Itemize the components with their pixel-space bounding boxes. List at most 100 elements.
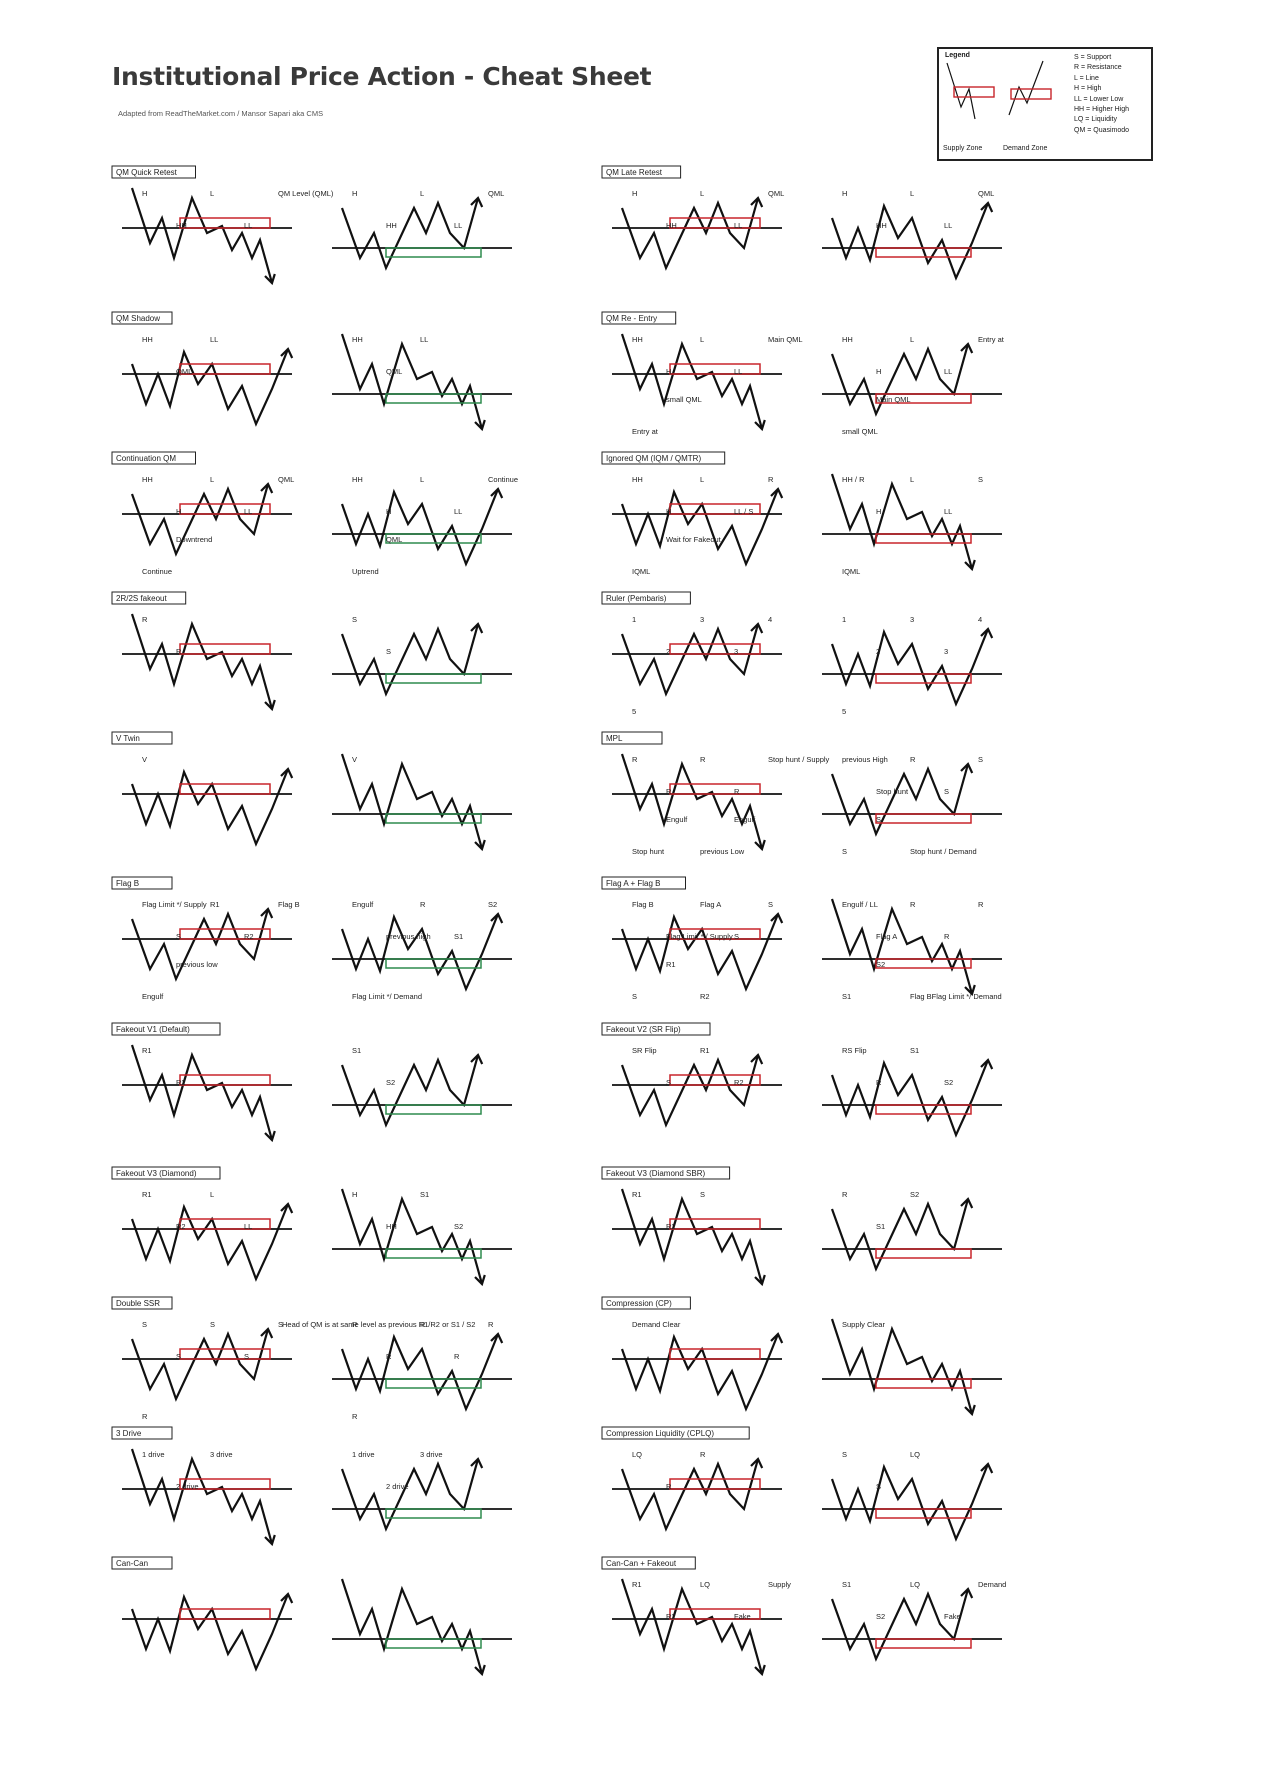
arrow-head bbox=[490, 1332, 504, 1344]
annotation-label: Demand bbox=[978, 1580, 1006, 1589]
arrow-head bbox=[750, 196, 764, 208]
demand-zone bbox=[385, 1378, 482, 1389]
arrow-head bbox=[980, 1462, 994, 1474]
legend-item: H = High bbox=[1074, 85, 1102, 93]
annotation-label: S2 bbox=[488, 900, 497, 909]
arrow-head bbox=[490, 912, 504, 924]
arrow-head bbox=[470, 196, 484, 208]
arrow-head bbox=[754, 419, 766, 432]
demand-zone bbox=[385, 393, 482, 404]
annotation-label: Fake bbox=[734, 1612, 751, 1621]
annotation-label: 2 drive bbox=[176, 1482, 199, 1491]
annotation-label: 5 bbox=[632, 707, 636, 716]
supply-zone bbox=[669, 503, 761, 515]
annotation-label: S2 bbox=[876, 1612, 885, 1621]
legend-title: Legend bbox=[945, 52, 970, 59]
annotation-label: HH bbox=[142, 335, 153, 344]
annotation-label: S bbox=[978, 755, 983, 764]
arrow-head bbox=[280, 1202, 294, 1214]
arrow-head bbox=[754, 839, 766, 852]
section-label: Ruler (Pembaris) bbox=[606, 594, 667, 603]
supply-zone bbox=[669, 1074, 761, 1086]
annotation-label: LL bbox=[244, 507, 252, 516]
arrow-head bbox=[964, 559, 976, 572]
section-label-box bbox=[601, 1426, 750, 1440]
price-path bbox=[340, 753, 484, 850]
annotation-label: previous low bbox=[176, 960, 218, 969]
annotation-label: R bbox=[700, 755, 706, 764]
price-path bbox=[340, 913, 500, 992]
price-path bbox=[130, 768, 290, 847]
price-path bbox=[830, 898, 974, 995]
arrow-head bbox=[960, 1197, 974, 1209]
demand-zone bbox=[385, 958, 482, 969]
arrow-head bbox=[264, 1130, 276, 1143]
supply-zone bbox=[669, 643, 761, 655]
section-label: Flag A + Flag B bbox=[606, 879, 660, 888]
annotation-label: previous high bbox=[386, 932, 431, 941]
annotation-label: R2 bbox=[244, 932, 254, 941]
annotation-label: S bbox=[176, 1352, 181, 1361]
annotation-label: 4 bbox=[768, 615, 772, 624]
annotation-label: LQ bbox=[910, 1450, 920, 1459]
annotation-label: LL bbox=[244, 221, 252, 230]
annotation-label: LL bbox=[210, 335, 218, 344]
annotation-label: IQML bbox=[842, 567, 860, 576]
section-label-box bbox=[111, 1022, 221, 1036]
supply-zone bbox=[875, 247, 972, 258]
supply-zone bbox=[875, 673, 972, 684]
annotation-label: LL bbox=[454, 221, 462, 230]
annotation-label: LL bbox=[244, 1222, 252, 1231]
arrow-head bbox=[750, 1457, 764, 1469]
annotation-label: Demand Clear bbox=[632, 1320, 681, 1329]
annotation-label: S bbox=[176, 932, 181, 941]
section-label: Flag B bbox=[116, 879, 139, 888]
annotation-label: 2 bbox=[666, 647, 670, 656]
annotation-label: HH bbox=[632, 335, 643, 344]
annotation-label: R bbox=[352, 1412, 358, 1421]
annotation-label: 3 drive bbox=[420, 1450, 443, 1459]
price-path bbox=[620, 1054, 760, 1128]
annotation-label: IQML bbox=[632, 567, 650, 576]
supply-zone bbox=[875, 1248, 972, 1259]
section-label-box bbox=[601, 165, 682, 179]
annotation-label: 1 drive bbox=[142, 1450, 165, 1459]
section-label-box bbox=[601, 1296, 691, 1310]
annotation-label: H bbox=[666, 507, 671, 516]
supply-zone bbox=[875, 1508, 972, 1519]
annotation-label: S bbox=[666, 1078, 671, 1087]
annotation-label: Engulf bbox=[142, 992, 164, 1001]
annotation-label: HH bbox=[142, 475, 153, 484]
annotation-label: Engulf bbox=[666, 815, 688, 824]
legend-item: R = Resistance bbox=[1074, 64, 1122, 72]
arrow-head bbox=[474, 839, 486, 852]
annotation-label: Engulf bbox=[734, 815, 756, 824]
annotation-label: L bbox=[210, 475, 214, 484]
supply-zone bbox=[179, 1608, 271, 1620]
annotation-label: previous Low bbox=[700, 847, 745, 856]
price-path bbox=[130, 483, 270, 557]
price-path bbox=[830, 763, 970, 837]
legend-demand-zone bbox=[1010, 88, 1052, 100]
annotation-label: R bbox=[666, 787, 672, 796]
annotation-label: Uptrend bbox=[352, 567, 379, 576]
annotation-label: QML bbox=[978, 189, 994, 198]
annotation-label: S bbox=[352, 615, 357, 624]
price-path bbox=[620, 1578, 764, 1675]
annotation-label: Main QML bbox=[876, 395, 911, 404]
annotation-label: LQ bbox=[700, 1580, 710, 1589]
section-label-box bbox=[111, 731, 173, 745]
demand-zone bbox=[385, 533, 482, 544]
section-label-box bbox=[601, 1556, 696, 1570]
supply-zone bbox=[875, 1378, 972, 1389]
annotation-label: 3 bbox=[910, 615, 914, 624]
price-path bbox=[830, 343, 970, 417]
section-label: QM Shadow bbox=[116, 314, 160, 323]
annotation-label: small QML bbox=[842, 427, 878, 436]
annotation-label: S1 bbox=[842, 992, 851, 1001]
demand-zone bbox=[385, 673, 482, 684]
price-path bbox=[830, 473, 974, 570]
annotation-label: H bbox=[842, 189, 847, 198]
annotation-label: R bbox=[142, 615, 148, 624]
legend-supply-caption: Supply Zone bbox=[943, 145, 983, 152]
